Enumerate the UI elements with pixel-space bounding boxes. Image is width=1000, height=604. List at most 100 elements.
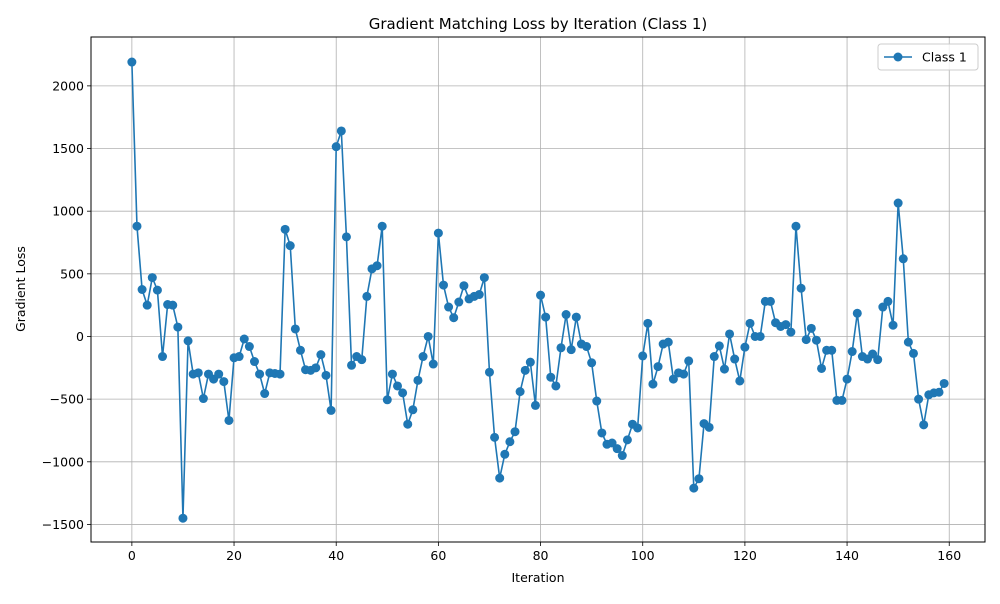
data-point (495, 473, 505, 483)
x-tick-label: 0 (128, 548, 136, 563)
data-point (152, 285, 162, 295)
data-point (321, 370, 331, 380)
data-point (372, 261, 382, 271)
data-point (638, 351, 648, 361)
data-point (663, 337, 673, 347)
y-tick-label: 1500 (52, 141, 84, 156)
data-point (592, 396, 602, 406)
y-tick-label: −1000 (42, 454, 84, 469)
data-point (413, 375, 423, 385)
x-axis-label: Iteration (511, 570, 564, 585)
data-point (127, 57, 137, 67)
data-point (142, 300, 152, 310)
legend-label: Class 1 (922, 50, 967, 65)
data-point (234, 352, 244, 362)
data-point (571, 312, 581, 322)
data-point (255, 369, 265, 379)
data-point (214, 369, 224, 379)
y-axis-label: Gradient Loss (13, 246, 28, 332)
data-point (541, 312, 551, 322)
y-axis-ticks: −1500 −1000 −500 0 500 1000 1500 2000 (42, 78, 91, 532)
data-point (873, 355, 883, 365)
data-point (796, 283, 806, 293)
data-point (520, 365, 530, 375)
data-point (908, 348, 918, 358)
data-point (714, 341, 724, 351)
data-point (479, 273, 489, 283)
data-point (158, 352, 168, 362)
data-point (852, 308, 862, 318)
data-point (510, 427, 520, 437)
data-point (239, 334, 249, 344)
data-point (919, 420, 929, 430)
data-point (939, 378, 949, 388)
data-point (668, 374, 678, 384)
data-point (198, 394, 208, 404)
data-point (791, 221, 801, 231)
data-point (408, 405, 418, 415)
data-point (888, 320, 898, 330)
data-point (316, 350, 326, 360)
legend-marker-swatch (893, 52, 903, 62)
data-point (735, 376, 745, 386)
data-point (525, 357, 535, 367)
data-point (387, 369, 397, 379)
data-point (536, 290, 546, 300)
data-point (147, 273, 157, 283)
data-point (280, 224, 290, 234)
y-tick-label: 1000 (52, 204, 84, 219)
data-point (449, 313, 459, 323)
data-point (403, 419, 413, 429)
data-point (459, 281, 469, 291)
legend-box (877, 43, 979, 71)
data-point (418, 352, 428, 362)
data-point (689, 483, 699, 493)
x-tick-label: 120 (733, 548, 757, 563)
x-tick-label: 100 (631, 548, 655, 563)
data-point (740, 342, 750, 352)
data-point (362, 291, 372, 301)
data-point (893, 198, 903, 208)
data-point (842, 374, 852, 384)
data-point (914, 394, 924, 404)
data-point (612, 444, 622, 454)
data-point (347, 360, 357, 370)
data-point (934, 387, 944, 397)
data-point (806, 323, 816, 333)
data-point (438, 280, 448, 290)
data-point (617, 451, 627, 461)
data-point (444, 302, 454, 312)
data-point (398, 388, 408, 398)
y-tick-label: 0 (76, 329, 84, 344)
data-point (132, 221, 142, 231)
legend: Class 1 (877, 43, 979, 71)
data-point (730, 354, 740, 364)
data-point (786, 327, 796, 337)
data-point (694, 474, 704, 484)
data-point (679, 369, 689, 379)
x-tick-label: 60 (430, 548, 446, 563)
x-axis-ticks: 0 20 40 60 80 100 120 140 160 (128, 542, 961, 563)
data-point (817, 363, 827, 373)
data-point (357, 355, 367, 365)
data-point (295, 345, 305, 355)
data-point (423, 331, 433, 341)
data-point (249, 357, 259, 367)
data-point (556, 343, 566, 353)
data-point (684, 356, 694, 366)
data-point (454, 297, 464, 307)
data-point (137, 285, 147, 294)
data-point (500, 449, 510, 459)
data-point (311, 363, 321, 373)
data-point (178, 513, 188, 523)
x-tick-label: 20 (226, 548, 242, 563)
data-point (433, 228, 443, 238)
data-point (622, 435, 632, 445)
data-point (653, 362, 663, 372)
data-point (275, 369, 285, 379)
data-point (719, 364, 729, 374)
data-point (883, 296, 893, 306)
data-point (515, 387, 525, 397)
